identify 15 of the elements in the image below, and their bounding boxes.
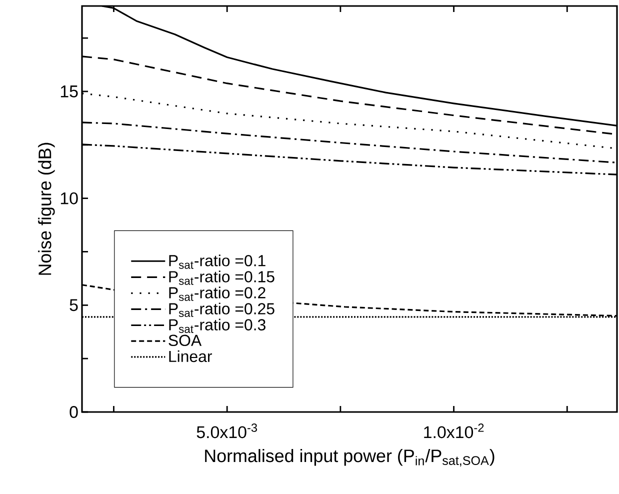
legend-label: P$_{sat}$-ratio =0.15 [169, 270, 274, 285]
y-tick-label: 15 [60, 86, 78, 98]
y-tick-label: 10 [60, 192, 78, 204]
x-axis-title: Normalised input power (P$_{in}$/P$_{sat,SOA}$) [205, 449, 494, 466]
y-tick-label: 5 [70, 299, 78, 312]
legend-label: P$_{sat}$-ratio =0.2 [169, 286, 266, 301]
y-axis-title: Noise figure (dB) [38, 142, 55, 275]
y-tick-label: 0 [70, 406, 78, 418]
legend-label: P$_{sat}$-ratio =0.1 [169, 254, 266, 269]
legend-label: Linear [169, 350, 212, 362]
legend-label: P$_{sat}$-ratio =0.3 [169, 318, 266, 333]
x-tick-label: 5.0x10$^{-3}$ [196, 424, 258, 438]
legend-label: P$_{sat}$-ratio =0.25 [169, 302, 274, 317]
x-tick-label: 1.0x10$^{-2}$ [424, 424, 484, 438]
legend-label: SOA [168, 334, 202, 346]
